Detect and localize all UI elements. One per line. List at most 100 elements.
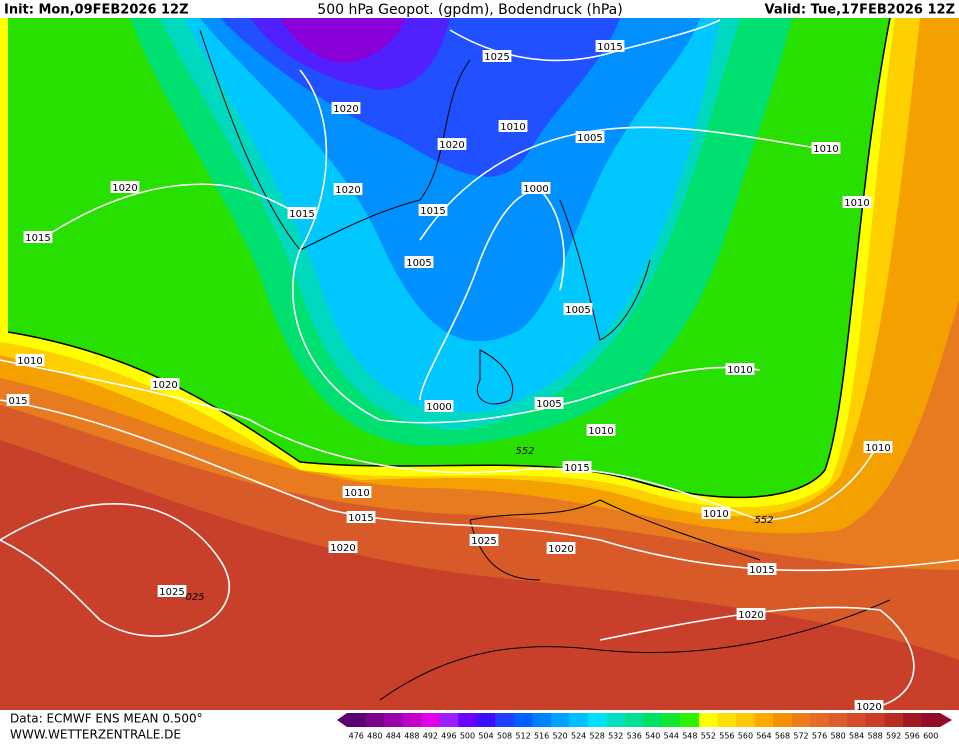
scale-label: 560 — [738, 732, 753, 741]
scale-label: 540 — [645, 732, 660, 741]
isobar-label: 1020 — [152, 380, 177, 391]
scale-cell — [643, 713, 663, 727]
scale-label: 588 — [868, 732, 883, 741]
isobar-label-box — [854, 700, 884, 712]
isobar-label: 1025 — [471, 536, 496, 547]
scale-label: 580 — [830, 732, 845, 741]
isobar-label-box — [110, 181, 140, 193]
isobar-label: 552 — [515, 446, 534, 457]
scale-label: 500 — [460, 732, 475, 741]
scale-cell — [921, 713, 941, 727]
isobar-label: 1005 — [565, 305, 590, 316]
isobar-label: 1015 — [25, 233, 50, 244]
isobar-label-box — [498, 120, 528, 132]
isobar-label-box — [469, 534, 499, 546]
isobar-labels: 1015 1025 1020 1010 1020 1005 1010 1020 1020 1000… — [6, 40, 893, 713]
scale-cell — [347, 713, 367, 727]
isobar-label-box — [747, 563, 777, 575]
isobar-label: 1010 — [17, 356, 42, 367]
isobar-label-box — [424, 400, 454, 412]
isobar-label: 1010 — [344, 488, 369, 499]
scale-cell — [680, 713, 700, 727]
scale-cell — [847, 713, 867, 727]
isobar-label-box — [521, 182, 551, 194]
isobar-label: 1000 — [426, 402, 451, 413]
scale-cell — [439, 713, 459, 727]
scale-cell — [884, 713, 904, 727]
scale-label: 528 — [590, 732, 605, 741]
isobar-label-box — [842, 196, 872, 208]
website: WWW.WETTERZENTRALE.DE — [10, 728, 181, 742]
isobar-label-box — [287, 207, 317, 219]
scale-label: 568 — [775, 732, 790, 741]
scale-label: 592 — [886, 732, 901, 741]
scale-label: 544 — [664, 732, 679, 741]
isobar-label-box — [15, 354, 45, 366]
isobar-label-box — [150, 378, 180, 390]
isobar-label: 1010 — [865, 443, 890, 454]
scale-cell — [421, 713, 441, 727]
map-title: 500 hPa Geopot. (gpdm), Bodendruck (hPa) — [317, 2, 622, 18]
scale-label: 484 — [386, 732, 401, 741]
scale-cell — [550, 713, 570, 727]
isobar-label-box — [333, 183, 363, 195]
isobar-label-box — [23, 231, 53, 243]
scale-label: 532 — [608, 732, 623, 741]
scale-label: 516 — [534, 732, 549, 741]
scale-label: 556 — [719, 732, 734, 741]
isobar-label-box — [546, 542, 576, 554]
isobar-label: 1020 — [548, 544, 573, 555]
scale-label: 584 — [849, 732, 864, 741]
isobar-label-box — [575, 131, 605, 143]
isobar-label: 1025 — [484, 52, 509, 63]
isobar-label: 1025 — [159, 587, 184, 598]
scale-cell — [810, 713, 830, 727]
isobar-label-box — [701, 507, 731, 519]
scale-label: 496 — [441, 732, 456, 741]
scale-cell — [791, 713, 811, 727]
scale-cell — [365, 713, 385, 727]
scale-label: 512 — [515, 732, 530, 741]
isobar-label: 1015 — [749, 565, 774, 576]
isobar-label: 1015 — [420, 206, 445, 217]
scale-label: 596 — [905, 732, 920, 741]
isobar-label: 1010 — [588, 426, 613, 437]
scale-cell — [606, 713, 626, 727]
isobar-label-box — [437, 138, 467, 150]
geopotential-field — [0, 17, 959, 710]
isobar-label: 1005 — [406, 258, 431, 269]
isobar-label: 1000 — [523, 184, 548, 195]
scale-cell — [773, 713, 793, 727]
scale-arrow-right — [940, 713, 952, 727]
isobar-label-box — [863, 441, 893, 453]
scale-cell — [865, 713, 885, 727]
scale-cell — [902, 713, 922, 727]
isobar-label: 025 — [185, 592, 204, 603]
isobar-label: 1010 — [500, 122, 525, 133]
scale-cell — [717, 713, 737, 727]
scale-cell — [384, 713, 404, 727]
isobar-label: 1010 — [844, 198, 869, 209]
scale-cell — [402, 713, 422, 727]
isobar-label: 1005 — [536, 399, 561, 410]
valid-time: Valid: Tue,17FEB2026 12Z — [765, 3, 956, 18]
scale-label: 548 — [682, 732, 697, 741]
scale-cell — [624, 713, 644, 727]
isobar-label: 1015 — [564, 463, 589, 474]
scale-cell — [828, 713, 848, 727]
isobar-label-box — [482, 50, 512, 62]
isobar-label-box — [6, 394, 30, 406]
scale-cell — [458, 713, 478, 727]
scale-label: 504 — [478, 732, 493, 741]
scale-cell — [513, 713, 533, 727]
init-time: Init: Mon,09FEB2026 12Z — [4, 3, 189, 18]
isobar-label: 1015 — [597, 42, 622, 53]
isobar-label: 1010 — [703, 509, 728, 520]
coastlines — [199, 29, 891, 701]
isobar-label-box — [595, 40, 625, 52]
isobar-label-box — [562, 461, 592, 473]
color-scale: 476 480 484 488 492 496 500 504 508 512 516 520 524 5… — [337, 713, 952, 741]
isobar-label-box — [534, 397, 564, 409]
scale-label: 480 — [367, 732, 382, 741]
isobar-label-box — [563, 303, 593, 315]
